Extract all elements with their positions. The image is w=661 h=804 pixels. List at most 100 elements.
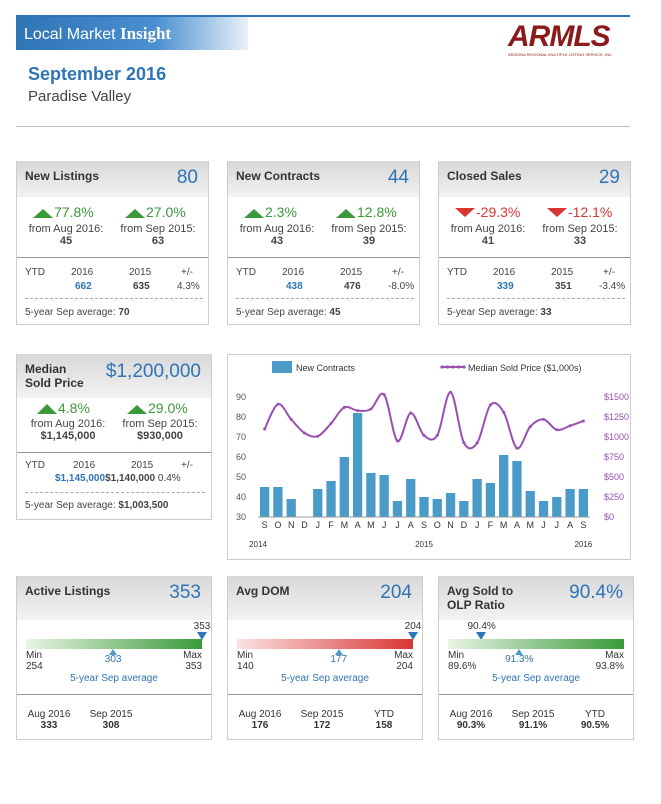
gauge-min: Min 89.6% <box>448 650 477 672</box>
gauge-card: Active Listings 353 353 Min 254 Max 353 303… <box>16 576 212 740</box>
chart-bar <box>445 493 456 517</box>
gauge-period-3: YTD 158 <box>374 709 394 731</box>
marker-triangle-icon <box>197 632 207 640</box>
ytd-year2: 2015 <box>551 267 574 278</box>
metric-label: New Listings <box>25 169 100 183</box>
line-point <box>502 410 506 414</box>
report-month: September 2016 <box>28 64 167 84</box>
chart-bar <box>352 413 363 517</box>
legend-point <box>451 365 455 369</box>
report-area: Paradise Valley <box>28 88 132 105</box>
x-tick-label: M <box>500 520 508 530</box>
line-point <box>382 393 386 397</box>
y2-tick-label: $1000 <box>604 432 629 442</box>
ytd-label: YTD <box>447 267 467 278</box>
x-tick-label: J <box>395 520 400 530</box>
five-year-average: 5-year Sep average: 70 <box>25 307 130 318</box>
y-tick-label: 90 <box>236 392 246 402</box>
up-arrow-icon <box>37 404 57 415</box>
gauge-value: 204 <box>380 582 412 603</box>
gauge-average-value: 303 <box>104 654 122 665</box>
line-point <box>356 409 360 413</box>
metric-value: 80 <box>176 167 198 188</box>
x-tick-label: J <box>475 520 480 530</box>
gauge-card: Avg Sold to OLP Ratio 90.4% 90.4% Min 89.6%… <box>438 576 634 740</box>
card-dash <box>236 298 414 299</box>
y2-tick-label: $250 <box>604 492 624 502</box>
y2-tick-label: $1500 <box>604 392 629 402</box>
legend-label: New Contracts <box>296 363 356 373</box>
ytd-year1: 2016 <box>71 267 94 278</box>
five-year-average: 5-year Sep average: 45 <box>236 307 341 318</box>
gauge-separator <box>228 694 422 695</box>
ytd-year2: 2015 <box>129 267 152 278</box>
card-dash <box>447 298 625 299</box>
chart-bar <box>419 497 429 517</box>
x-tick-label: A <box>514 520 520 530</box>
x-tick-label: S <box>421 520 427 530</box>
ytd-value-prior: 635 <box>133 281 150 292</box>
median-from-month: from Aug 2016: $1,145,000 <box>30 418 106 442</box>
chart-bar <box>499 455 509 517</box>
line-point <box>555 428 559 432</box>
line-point <box>276 402 280 406</box>
down-arrow-icon <box>547 208 567 218</box>
average-triangle-icon <box>334 649 343 655</box>
median-value: $1,200,000 <box>105 361 201 382</box>
metric-card: Closed Sales 29 -29.3% -12.1% from Aug 20… <box>438 161 631 325</box>
gauge-marker-label: 204 <box>404 621 422 632</box>
median-ytd-values: $1,145,000$1,140,000 0.4% <box>55 473 181 484</box>
gauge-marker-label: 353 <box>193 621 211 632</box>
chart-bar <box>565 489 575 517</box>
metric-card: New Listings 80 77.8% 27.0% from Aug 2016… <box>16 161 209 325</box>
metric-label: New Contracts <box>236 169 321 183</box>
x-tick-label: J <box>541 520 546 530</box>
line-point <box>488 403 492 407</box>
up-arrow-icon <box>336 209 356 219</box>
line-point <box>449 390 453 394</box>
gauge-label: Active Listings <box>25 584 111 598</box>
report-badge: Local Market Insight <box>16 17 248 50</box>
card-separator <box>17 257 208 258</box>
legend-point <box>440 365 444 369</box>
gauge-period-1: Aug 2016 333 <box>27 709 71 731</box>
chart-bar <box>472 479 482 517</box>
ytd-label: YTD <box>236 267 256 278</box>
line-point <box>422 433 426 437</box>
gauge-period-3 <box>145 709 201 720</box>
up-arrow-icon <box>33 209 53 219</box>
ytd-value-prior: 476 <box>344 281 361 292</box>
gauge-average-value: 91.3% <box>505 654 534 665</box>
legend-label: Median Sold Price ($1,000s) <box>468 363 582 373</box>
y2-tick-label: $500 <box>604 472 624 482</box>
ytd-year1: 2016 <box>282 267 305 278</box>
x-tick-label: D <box>301 520 308 530</box>
gauge-bar <box>26 639 202 649</box>
badge-bold-text: Insight <box>120 24 172 43</box>
x-tick-label: A <box>567 520 573 530</box>
chart-bar <box>432 499 442 517</box>
gauge-separator <box>17 694 211 695</box>
x-tick-label: A <box>355 520 361 530</box>
gauge-period-2: Sep 2015 91.1% <box>511 709 555 731</box>
chart-bar <box>512 461 522 517</box>
median-change-year: 29.0% <box>127 400 188 416</box>
gauge-label: Avg Sold to OLP Ratio <box>447 584 514 612</box>
ytd-change-header: +/- <box>392 267 404 278</box>
y-tick-label: 80 <box>236 412 246 422</box>
gauge-period-2: Sep 2015 308 <box>89 709 133 731</box>
chart-bar <box>578 489 588 517</box>
from-year: from Sep 2015: 39 <box>331 223 407 247</box>
x-tick-label: A <box>408 520 414 530</box>
y-tick-label: 70 <box>236 432 246 442</box>
gauge-max: Max 204 <box>394 650 413 672</box>
gauge-separator <box>439 694 633 695</box>
metric-value: 44 <box>387 167 409 188</box>
ytd-change-header: +/- <box>181 267 193 278</box>
gauge-marker-label: 90.4% <box>467 621 496 632</box>
median-ytd-year2: 2015 <box>131 460 154 471</box>
gauge-max: Max 93.8% <box>595 650 624 672</box>
legend-point <box>456 365 461 369</box>
from-year: from Sep 2015: 63 <box>120 223 196 247</box>
line-point <box>528 425 532 429</box>
